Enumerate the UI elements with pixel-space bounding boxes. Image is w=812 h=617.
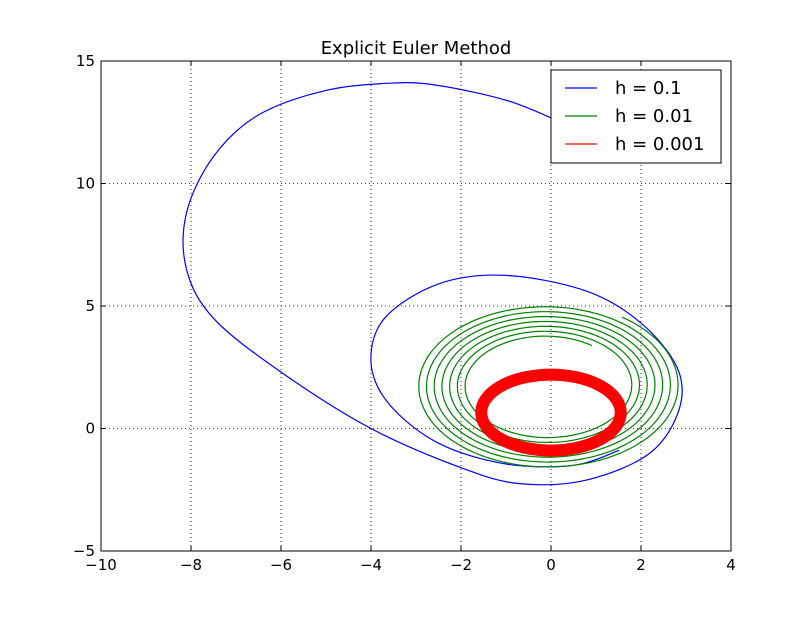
series-1-line: [182, 82, 683, 486]
x-tick-label: 4: [726, 556, 736, 574]
y-tick-label: 15: [76, 52, 95, 70]
legend-label-2: h = 0.01: [615, 106, 693, 127]
legend-label-1: h = 0.1: [615, 78, 682, 99]
x-tick-label: −2: [450, 556, 472, 574]
legend: h = 0.1 h = 0.01 h = 0.001: [550, 69, 722, 164]
y-tick-label: 0: [85, 420, 95, 438]
y-tick-label: 5: [85, 297, 95, 315]
x-tick-label: 2: [636, 556, 646, 574]
series-3-line: [475, 368, 627, 457]
grid: [101, 61, 731, 551]
ticks: −10 −8 −6 −4 −2 0 2 4 −5 0 5 10 15: [73, 52, 736, 574]
x-tick-label: 0: [546, 556, 556, 574]
legend-label-3: h = 0.001: [615, 134, 704, 155]
x-tick-label: −10: [85, 556, 117, 574]
series-layer: [182, 82, 683, 486]
x-tick-label: −8: [180, 556, 202, 574]
x-tick-label: −4: [360, 556, 382, 574]
series-2-line: [418, 306, 679, 468]
chart-title: Explicit Euler Method: [321, 38, 512, 59]
x-tick-label: −6: [270, 556, 292, 574]
y-tick-label: −5: [73, 542, 95, 560]
y-tick-label: 10: [76, 175, 95, 193]
